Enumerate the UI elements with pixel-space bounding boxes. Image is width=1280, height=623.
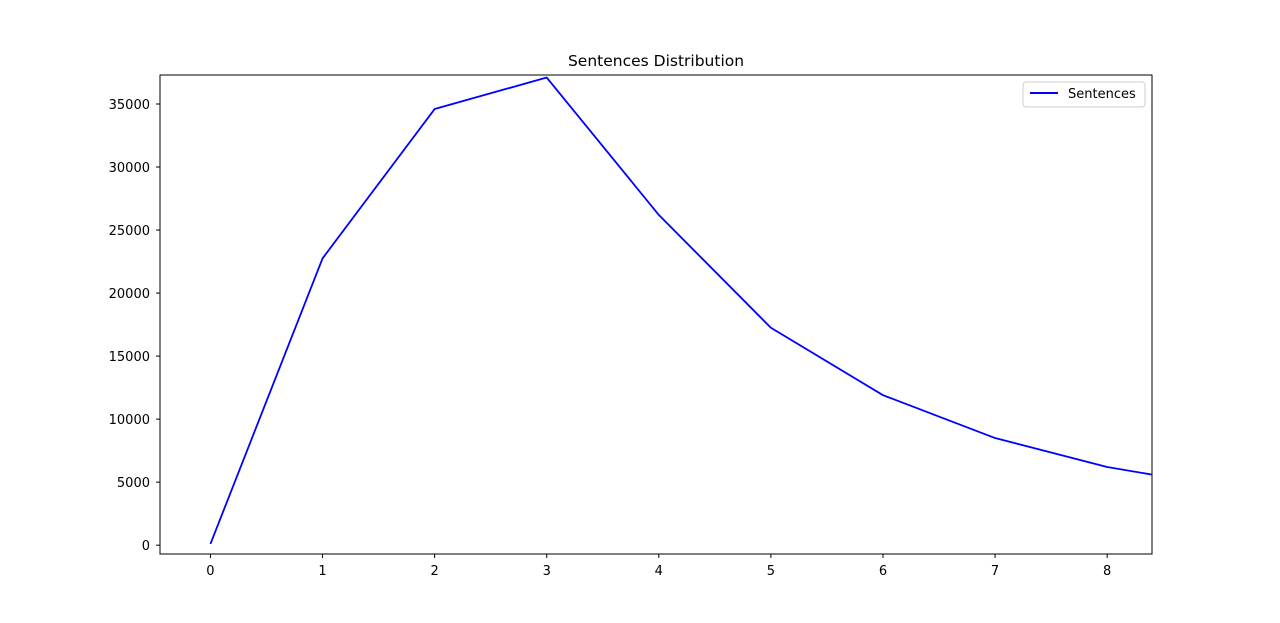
x-tick-label: 5 <box>767 564 775 579</box>
y-tick-label: 20000 <box>109 287 150 302</box>
legend: Sentences <box>1022 81 1146 108</box>
plot-frame <box>159 74 1153 555</box>
x-tick-label: 0 <box>206 564 214 579</box>
series-line-sentences <box>209 76 1153 545</box>
legend-box <box>1022 81 1146 108</box>
x-tick-label: 7 <box>991 564 999 579</box>
chart-title: Sentences Distribution <box>568 52 744 70</box>
y-tick-label: 15000 <box>109 350 150 365</box>
x-tick-label: 4 <box>655 564 663 579</box>
x-tick-label: 2 <box>430 564 438 579</box>
x-axis: 0 1 2 3 4 5 6 7 8 <box>206 554 1111 579</box>
y-axis: 0 5000 10000 15000 20000 25000 30000 35000 <box>109 98 160 554</box>
y-tick-label: 5000 <box>117 476 150 491</box>
y-tick-label: 30000 <box>109 161 150 176</box>
x-tick-label: 1 <box>318 564 326 579</box>
x-tick-label: 8 <box>1103 564 1111 579</box>
series-layer <box>209 76 1153 545</box>
y-tick-label: 0 <box>142 539 150 554</box>
plot-area: 0 1 2 3 4 5 6 7 8 0 5000 10000 15000 20000 25000 30000… <box>109 74 1153 579</box>
y-tick-label: 10000 <box>109 413 150 428</box>
y-tick-label: 25000 <box>109 224 150 239</box>
x-tick-label: 6 <box>879 564 887 579</box>
legend-label-sentences: Sentences <box>1068 87 1136 102</box>
x-tick-label: 3 <box>543 564 551 579</box>
y-tick-label: 35000 <box>109 98 150 113</box>
